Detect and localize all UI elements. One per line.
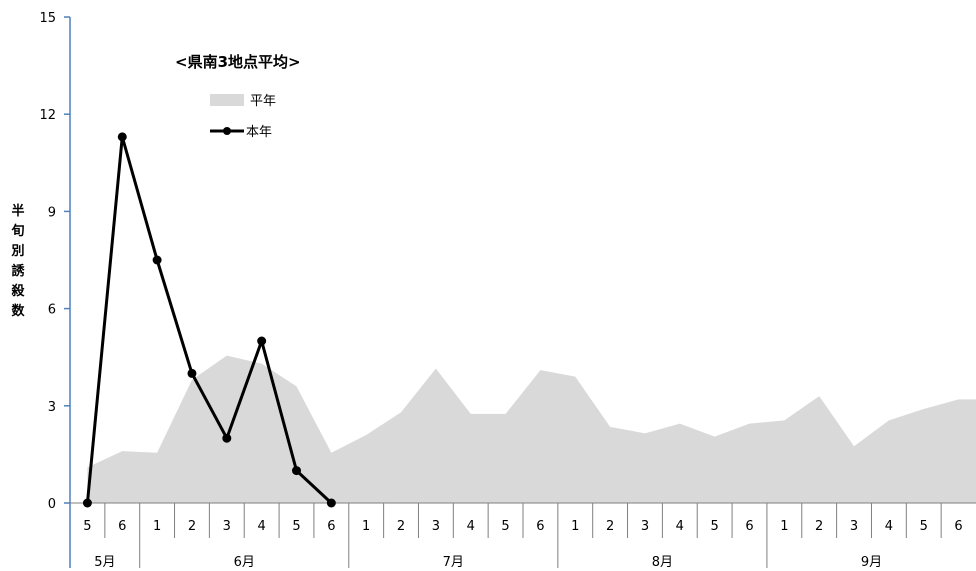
x-category-label: 5	[83, 519, 91, 534]
x-category-label: 6	[745, 519, 753, 534]
legend-label-this-year: 本年	[246, 125, 272, 140]
x-category-label: 2	[815, 519, 823, 534]
x-category-label: 4	[258, 519, 266, 534]
y-axis-title-char: 殺	[10, 283, 25, 299]
x-category-label: 6	[954, 519, 962, 534]
x-category-label: 3	[641, 519, 649, 534]
y-tick-label: 9	[48, 205, 56, 220]
x-category-label: 6	[327, 519, 335, 534]
x-category-label: 2	[606, 519, 614, 534]
y-tick-label: 6	[48, 303, 56, 318]
axes-layer	[64, 16, 976, 568]
y-tick-label: 0	[48, 497, 56, 512]
line-point-this-year	[257, 336, 267, 346]
x-category-label: 5	[292, 519, 300, 534]
month-label: 9月	[861, 555, 882, 570]
line-point-this-year	[187, 368, 197, 378]
area-series-normal	[87, 355, 976, 503]
x-category-label: 5	[711, 519, 719, 534]
legend-marker-this-year	[223, 127, 231, 135]
line-point-this-year	[82, 498, 92, 508]
line-point-this-year	[152, 255, 162, 265]
month-label: 7月	[443, 555, 464, 570]
y-axis-title-char: 別	[10, 244, 24, 259]
legend: 平年 本年	[210, 94, 276, 140]
x-category-label: 6	[536, 519, 544, 534]
x-category-label: 5	[501, 519, 509, 534]
line-point-this-year	[292, 466, 301, 476]
chart-title: <県南3地点平均>	[175, 53, 301, 71]
month-label: 8月	[652, 555, 673, 570]
x-category-label: 2	[188, 519, 196, 534]
y-axis-title-char: 誘	[11, 263, 25, 279]
line-point-this-year	[117, 132, 127, 142]
y-axis-title-char: 半	[11, 203, 24, 219]
line-series-this-year	[85, 135, 333, 505]
y-axis-title: 半 旬 別 誘 殺 数	[10, 203, 25, 319]
x-category-label: 1	[780, 519, 788, 534]
x-category-label: 3	[432, 519, 440, 534]
area-layer	[87, 355, 976, 503]
y-tick-label: 3	[48, 400, 56, 415]
x-category-label: 3	[850, 519, 858, 534]
line-layer	[82, 132, 336, 508]
x-category-label: 4	[467, 519, 475, 534]
x-category-label: 2	[397, 519, 405, 534]
month-label: 6月	[234, 555, 255, 570]
month-label: 5月	[94, 555, 115, 570]
line-point-this-year	[326, 498, 336, 508]
y-axis-title-char: 旬	[10, 223, 24, 239]
x-category-label: 5	[920, 519, 928, 534]
y-tick-label: 15	[39, 11, 56, 26]
x-category-label: 4	[676, 519, 684, 534]
legend-swatch-normal	[210, 94, 244, 106]
x-category-label: 1	[571, 519, 579, 534]
y-axis-title-char: 数	[11, 303, 25, 319]
x-category-label: 1	[362, 519, 370, 534]
x-category-label: 6	[118, 519, 126, 534]
y-tick-label: 12	[39, 108, 56, 123]
legend-label-normal: 平年	[250, 94, 276, 109]
line-point-this-year	[222, 433, 232, 443]
x-category-label: 3	[223, 519, 231, 534]
x-category-label: 4	[885, 519, 893, 534]
x-category-label: 1	[153, 519, 161, 534]
